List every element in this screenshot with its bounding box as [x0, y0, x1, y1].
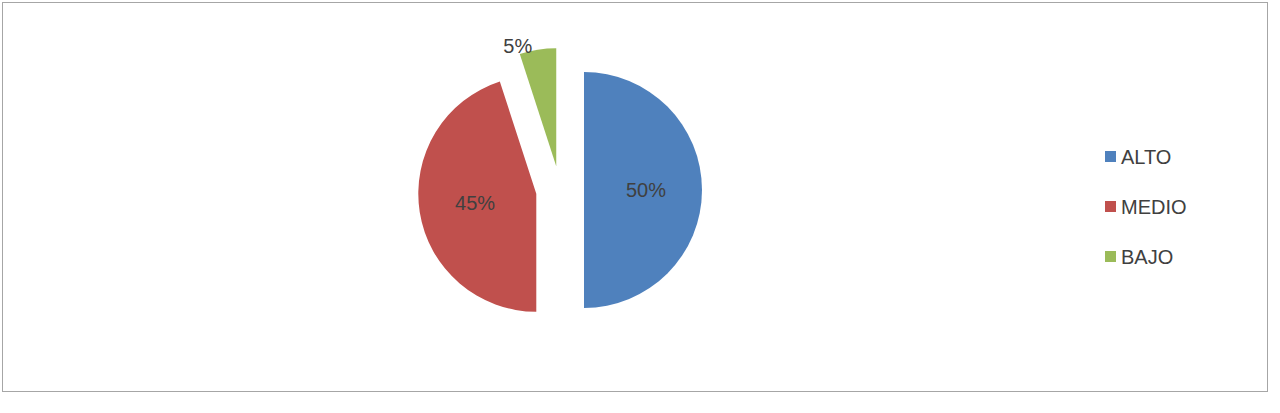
svg-text:5%: 5% [503, 35, 532, 57]
svg-text:45%: 45% [455, 192, 495, 214]
svg-text:50%: 50% [626, 179, 666, 201]
svg-text:MEDIO: MEDIO [1121, 196, 1187, 218]
svg-text:BAJO: BAJO [1121, 246, 1173, 268]
svg-text:ALTO: ALTO [1121, 146, 1171, 168]
